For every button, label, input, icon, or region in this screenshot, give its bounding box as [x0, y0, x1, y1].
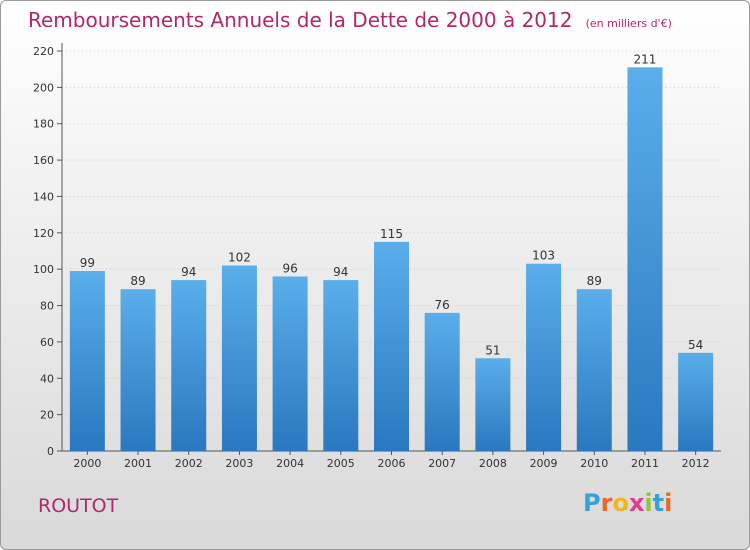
data-label: 115 — [380, 227, 403, 241]
bar — [475, 358, 511, 451]
y-tick-label: 80 — [40, 300, 54, 313]
x-tick-label: 2006 — [378, 457, 406, 470]
x-tick-label: 2002 — [175, 457, 203, 470]
commune-name: ROUTOT — [38, 495, 119, 517]
x-tick-label: 2005 — [327, 457, 355, 470]
logo-letter: x — [628, 489, 645, 517]
bar — [120, 289, 156, 451]
bar — [272, 276, 308, 451]
data-label: 89 — [587, 274, 602, 288]
y-tick-label: 0 — [47, 445, 54, 458]
logo-letter: i — [644, 489, 653, 517]
data-label: 102 — [228, 251, 251, 265]
y-tick-label: 100 — [33, 263, 54, 276]
data-label: 94 — [181, 265, 196, 279]
y-tick-label: 220 — [33, 45, 54, 58]
x-tick-label: 2012 — [682, 457, 710, 470]
bar — [221, 265, 257, 451]
logo-letter: o — [612, 489, 629, 517]
y-tick-label: 140 — [33, 190, 54, 203]
bar — [323, 280, 359, 451]
y-tick-label: 180 — [33, 118, 54, 131]
bar — [526, 263, 562, 451]
chart-title-main: Remboursements Annuels de la Dette de 20… — [28, 8, 573, 32]
bar — [627, 67, 663, 451]
data-label: 103 — [532, 249, 555, 263]
data-label: 54 — [688, 338, 703, 352]
x-tick-label: 2004 — [276, 457, 304, 470]
bar — [678, 352, 714, 451]
chart-title: Remboursements Annuels de la Dette de 20… — [28, 8, 672, 32]
chart-title-unit: (en milliers d'€) — [585, 17, 672, 30]
y-tick-label: 40 — [40, 372, 54, 385]
proxiti-logo: Proxiti — [583, 489, 672, 517]
data-label: 51 — [485, 343, 500, 357]
y-tick-label: 200 — [33, 81, 54, 94]
y-tick-label: 60 — [40, 336, 54, 349]
logo-letter: t — [652, 489, 665, 517]
x-tick-label: 2003 — [225, 457, 253, 470]
logo-letter: r — [600, 489, 613, 517]
x-tick-label: 2007 — [428, 457, 456, 470]
data-label: 89 — [130, 274, 145, 288]
bar — [374, 241, 409, 451]
bar — [69, 271, 105, 451]
bar — [576, 289, 612, 451]
bar — [424, 312, 460, 451]
x-tick-label: 2010 — [580, 457, 608, 470]
data-label: 211 — [634, 52, 657, 66]
y-tick-label: 120 — [33, 227, 54, 240]
data-label: 94 — [333, 265, 348, 279]
x-tick-label: 2011 — [631, 457, 659, 470]
y-tick-label: 20 — [40, 409, 54, 422]
logo-letter: i — [664, 489, 673, 517]
data-label: 99 — [80, 256, 95, 270]
logo-letter: P — [583, 489, 601, 517]
data-label: 76 — [435, 298, 450, 312]
x-tick-label: 2008 — [479, 457, 507, 470]
x-tick-label: 2009 — [530, 457, 558, 470]
y-tick-label: 160 — [33, 154, 54, 167]
x-tick-label: 2000 — [73, 457, 101, 470]
data-label: 96 — [282, 261, 297, 275]
x-tick-label: 2001 — [124, 457, 152, 470]
bar — [171, 280, 207, 451]
